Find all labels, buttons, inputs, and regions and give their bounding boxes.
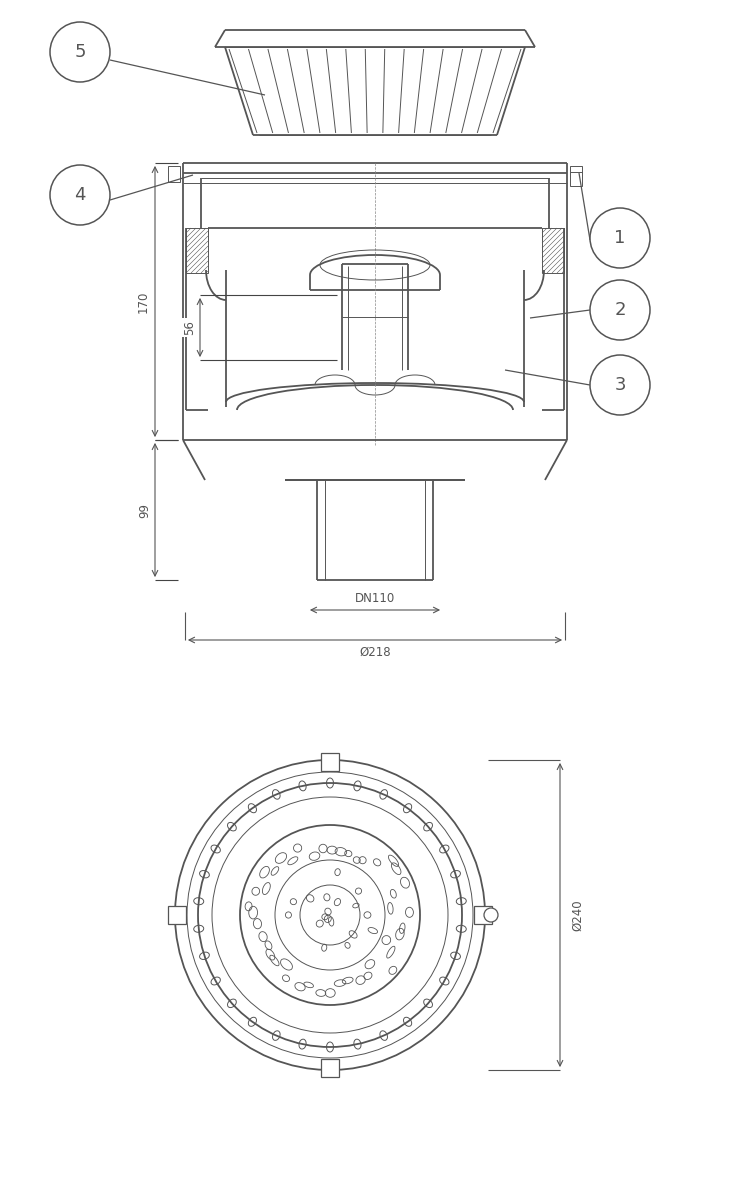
Bar: [542, 228, 564, 272]
Circle shape: [590, 280, 650, 340]
Circle shape: [590, 208, 650, 268]
FancyBboxPatch shape: [321, 1058, 339, 1078]
Circle shape: [50, 22, 110, 82]
Circle shape: [590, 355, 650, 415]
FancyBboxPatch shape: [321, 754, 339, 770]
Text: 170: 170: [136, 290, 149, 313]
Bar: [570, 166, 582, 186]
Circle shape: [50, 164, 110, 226]
Bar: [168, 166, 180, 182]
Text: 4: 4: [74, 186, 86, 204]
Text: 56: 56: [184, 320, 196, 335]
Text: 5: 5: [74, 43, 86, 61]
Text: 3: 3: [614, 376, 626, 394]
FancyBboxPatch shape: [474, 906, 492, 924]
Bar: [186, 228, 208, 272]
Text: 99: 99: [139, 503, 152, 517]
Circle shape: [484, 908, 498, 922]
Text: DN110: DN110: [355, 593, 395, 606]
Text: 1: 1: [614, 229, 626, 247]
Text: Ø240: Ø240: [572, 899, 584, 931]
Text: Ø218: Ø218: [359, 646, 391, 659]
FancyBboxPatch shape: [168, 906, 186, 924]
Text: 2: 2: [614, 301, 626, 319]
